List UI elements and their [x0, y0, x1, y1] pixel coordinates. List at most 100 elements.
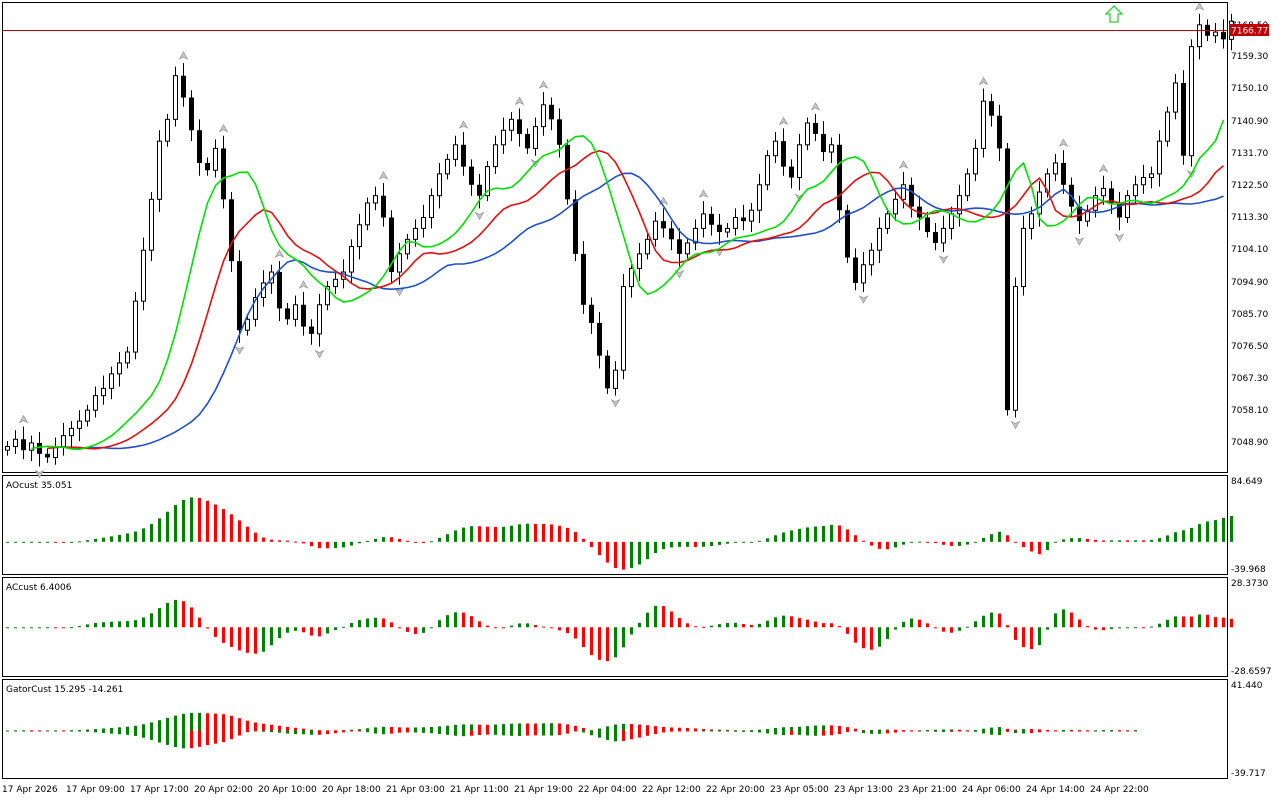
candle-down — [813, 122, 818, 134]
gator-down-bar — [158, 730, 161, 743]
gator-down-bar — [830, 730, 833, 736]
gator-up-bar — [158, 720, 161, 731]
candle-up — [109, 373, 114, 389]
gator-up-bar — [526, 723, 529, 731]
gator-pane[interactable] — [2, 679, 1228, 779]
candle-up — [157, 140, 162, 200]
ac-bar — [142, 617, 145, 628]
main-pane[interactable] — [2, 2, 1228, 473]
gator-up-bar — [78, 729, 81, 731]
candle-up — [1125, 195, 1130, 219]
gator-up-bar — [646, 725, 649, 731]
gator-up-bar — [438, 726, 441, 731]
gator-down-bar — [1054, 730, 1057, 732]
gator-up-bar — [454, 724, 457, 731]
ao-bar — [526, 523, 529, 542]
candle-up — [613, 369, 618, 389]
ac-bar — [1166, 619, 1169, 628]
gator-down-bar — [46, 730, 49, 732]
ac-bar — [1190, 616, 1193, 628]
candle-up — [981, 100, 986, 149]
ao-bar — [1166, 535, 1169, 542]
ac-bar — [638, 622, 641, 628]
ac-bar — [542, 626, 545, 628]
ac-bar — [78, 626, 81, 628]
ao-bar — [174, 505, 177, 542]
ac-bar — [1070, 612, 1073, 628]
ac-bar — [1158, 623, 1161, 628]
ac-min: -28.6597 — [1231, 667, 1271, 677]
ac-bar — [38, 627, 41, 629]
candle-up — [373, 195, 378, 204]
gator-up-bar — [1070, 729, 1073, 731]
ac-bar — [742, 624, 745, 628]
ao-bar — [30, 541, 33, 543]
fractal-up-icon — [218, 124, 229, 133]
ac-bar — [446, 615, 449, 628]
gator-up-bar — [310, 729, 313, 731]
price-tick: 7122.50 — [1231, 181, 1268, 191]
ao-bar — [1150, 539, 1153, 542]
fractal-up-icon — [458, 120, 469, 129]
ac-bar — [462, 612, 465, 628]
gator-down-bar — [814, 730, 817, 736]
candle-up — [1021, 227, 1026, 288]
ac-bar — [854, 627, 857, 643]
ao-bar — [406, 540, 409, 542]
gator-down-bar — [774, 730, 777, 735]
time-tick: 20 Apr 02:00 — [194, 785, 253, 795]
gator-down-bar — [422, 730, 425, 733]
candle-up — [877, 227, 882, 251]
ao-bar — [774, 535, 777, 542]
ac-bar — [1174, 616, 1177, 628]
candle-down — [909, 184, 914, 207]
ac-bar — [166, 603, 169, 628]
ac-bar — [950, 627, 953, 633]
gator-down-bar — [862, 730, 865, 734]
ao-bar — [1198, 524, 1201, 542]
gator-down-bar — [470, 730, 473, 736]
ao-bar — [438, 537, 441, 542]
ao-bar — [630, 541, 633, 568]
ac-label: ACcust 6.4006 — [6, 583, 72, 593]
ac-bar — [390, 622, 393, 628]
candle-down — [933, 232, 938, 243]
gator-up-bar — [494, 724, 497, 731]
ao-bar — [94, 538, 97, 542]
ao-bar — [1022, 541, 1025, 548]
gator-down-bar — [590, 730, 593, 736]
candle-up — [885, 213, 890, 229]
ao-pane[interactable] — [2, 475, 1228, 575]
candle-up — [13, 438, 18, 448]
gator-up-bar — [718, 729, 721, 731]
ac-pane[interactable] — [2, 577, 1228, 677]
gator-down-bar — [1078, 730, 1081, 732]
gator-down-bar — [390, 730, 393, 734]
ac-bar — [358, 620, 361, 628]
candle-down — [181, 75, 186, 98]
ao-bar — [334, 541, 337, 549]
ac-bar — [1150, 626, 1153, 628]
candle-down — [853, 257, 858, 283]
candle-down — [1109, 188, 1114, 203]
fractal-up-icon — [810, 102, 821, 111]
buy-arrow-icon[interactable] — [1104, 5, 1124, 23]
gator-down-bar — [958, 730, 961, 732]
fractal-up-icon — [178, 51, 189, 60]
ao-bar — [254, 532, 257, 542]
ac-bar — [822, 623, 825, 628]
candle-up — [493, 144, 498, 168]
gator-up-bar — [814, 725, 817, 731]
gator-down-bar — [790, 730, 793, 735]
candle-up — [453, 144, 458, 160]
ac-bar — [550, 627, 553, 629]
gator-up-bar — [942, 729, 945, 731]
ao-bar — [1054, 541, 1057, 543]
ao-bar — [318, 541, 321, 549]
ac-bar — [278, 627, 281, 639]
ac-bars-layer — [6, 600, 1233, 662]
gator-up-bar — [1014, 729, 1017, 731]
time-tick: 21 Apr 03:00 — [386, 785, 445, 795]
